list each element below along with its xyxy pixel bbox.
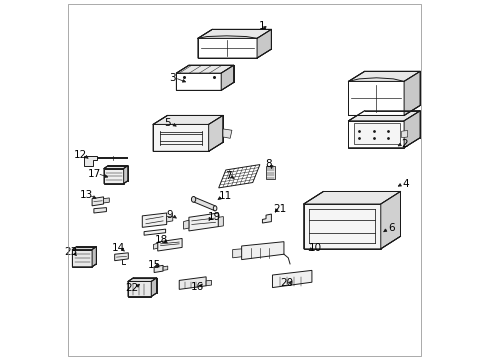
Polygon shape	[348, 111, 419, 121]
Polygon shape	[104, 168, 123, 184]
Polygon shape	[303, 204, 380, 249]
Polygon shape	[303, 192, 400, 204]
Text: 8: 8	[265, 159, 272, 169]
Polygon shape	[221, 65, 233, 90]
Polygon shape	[262, 214, 271, 223]
Polygon shape	[380, 192, 400, 249]
Polygon shape	[94, 208, 106, 213]
Polygon shape	[128, 282, 151, 297]
Polygon shape	[92, 197, 103, 206]
Polygon shape	[198, 39, 257, 58]
Text: 5: 5	[164, 118, 170, 128]
Polygon shape	[72, 249, 92, 267]
Polygon shape	[151, 278, 156, 297]
Polygon shape	[348, 121, 403, 148]
Text: 1: 1	[258, 21, 264, 31]
Text: 19: 19	[207, 212, 220, 221]
Ellipse shape	[213, 206, 217, 211]
Polygon shape	[179, 277, 206, 289]
Polygon shape	[153, 116, 223, 125]
Polygon shape	[153, 125, 208, 151]
Text: 7: 7	[224, 171, 231, 181]
Polygon shape	[218, 217, 223, 226]
Text: 20: 20	[280, 278, 293, 288]
Text: 22: 22	[124, 283, 138, 293]
Polygon shape	[265, 166, 274, 179]
Polygon shape	[163, 266, 167, 270]
Text: 3: 3	[168, 73, 175, 83]
Polygon shape	[188, 213, 218, 231]
Polygon shape	[403, 111, 419, 148]
Text: 6: 6	[387, 224, 394, 233]
Polygon shape	[128, 278, 156, 282]
Text: 11: 11	[219, 191, 232, 201]
Polygon shape	[166, 216, 172, 222]
Polygon shape	[206, 280, 211, 286]
Text: 15: 15	[147, 260, 161, 270]
Ellipse shape	[191, 197, 195, 202]
Polygon shape	[208, 116, 223, 151]
Polygon shape	[92, 247, 96, 267]
Polygon shape	[158, 238, 182, 251]
Polygon shape	[115, 253, 128, 261]
Polygon shape	[176, 65, 233, 73]
Text: 18: 18	[154, 235, 167, 245]
Polygon shape	[348, 71, 419, 81]
Polygon shape	[241, 242, 284, 260]
Text: 13: 13	[79, 190, 92, 200]
Polygon shape	[223, 129, 231, 138]
Polygon shape	[257, 30, 271, 58]
Polygon shape	[123, 166, 128, 184]
Polygon shape	[232, 249, 241, 258]
Polygon shape	[353, 123, 400, 144]
Text: 21: 21	[272, 204, 285, 215]
Text: 23: 23	[64, 247, 77, 257]
Text: 16: 16	[190, 282, 203, 292]
Polygon shape	[104, 166, 128, 168]
Polygon shape	[103, 198, 109, 203]
Polygon shape	[83, 156, 97, 166]
Polygon shape	[198, 30, 271, 39]
Polygon shape	[72, 247, 96, 249]
Polygon shape	[153, 243, 158, 249]
Polygon shape	[144, 229, 165, 235]
Text: 9: 9	[165, 210, 172, 220]
Polygon shape	[218, 165, 260, 188]
Polygon shape	[154, 265, 163, 273]
Text: 4: 4	[402, 179, 408, 189]
Polygon shape	[403, 71, 419, 116]
Text: 17: 17	[88, 168, 101, 179]
Polygon shape	[401, 131, 407, 138]
Polygon shape	[348, 81, 403, 116]
Text: 2: 2	[400, 139, 407, 149]
Text: 10: 10	[308, 243, 322, 253]
Polygon shape	[272, 270, 311, 288]
Polygon shape	[183, 220, 188, 229]
Polygon shape	[193, 197, 215, 211]
Text: 14: 14	[111, 243, 124, 253]
Polygon shape	[142, 213, 166, 227]
Text: 12: 12	[74, 150, 87, 160]
Polygon shape	[176, 73, 221, 90]
